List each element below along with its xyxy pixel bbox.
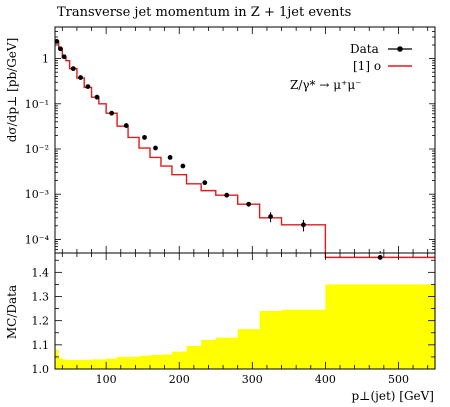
mc-histogram-line xyxy=(55,41,435,259)
ratio-y-tick-label: 1.3 xyxy=(32,291,50,304)
data-points xyxy=(54,39,383,260)
data-point xyxy=(268,214,273,219)
data-point xyxy=(109,110,115,116)
ratio-panel: 1.01.11.21.31.4 100 200 300 400 500 MC/Data … xyxy=(5,252,436,403)
data-point xyxy=(202,180,208,186)
ratio-y-ticks: 1.0 1.1 1.2 1.3 1.4 xyxy=(32,259,435,376)
main-panel: 1 10⁻¹ 10⁻² 10⁻³ 10⁻⁴ dσ/dp⊥ [pb/GeV] xyxy=(5,26,436,260)
ratio-band xyxy=(55,284,435,369)
main-y-label: dσ/dp⊥ [pb/GeV] xyxy=(5,38,19,143)
main-y-ticks: 1 10⁻¹ 10⁻² 10⁻³ 10⁻⁴ xyxy=(25,26,435,254)
main-y-tick-label: 1 xyxy=(42,53,49,66)
main-y-tick-label: 10⁻⁴ xyxy=(25,233,50,246)
mc-histogram xyxy=(55,41,435,259)
data-point xyxy=(123,123,129,128)
legend-annotation: Z/γ* → μ⁺μ⁻ xyxy=(290,78,362,92)
x-tick-label: 200 xyxy=(169,373,190,386)
data-point xyxy=(167,155,173,160)
legend: Data [1] o Z/γ* → μ⁺μ⁻ xyxy=(290,42,412,92)
x-tick-label: 500 xyxy=(388,373,409,386)
data-point xyxy=(61,54,67,60)
main-y-tick-label: 10⁻³ xyxy=(25,188,49,201)
data-point xyxy=(301,222,306,228)
data-point xyxy=(70,66,76,72)
data-point xyxy=(153,145,158,151)
ratio-y-label: MC/Data xyxy=(5,285,19,339)
ratio-x-ticks: 100 200 300 400 500 xyxy=(61,253,429,386)
data-point xyxy=(85,84,91,90)
x-axis-label: p⊥(jet) [GeV] xyxy=(351,389,434,403)
chart-title: Transverse jet momentum in Z + 1jet even… xyxy=(57,5,351,20)
ratio-y-tick-label: 1.1 xyxy=(32,339,50,352)
ratio-y-tick-label: 1.0 xyxy=(32,363,50,376)
legend-entry-data: Data xyxy=(350,42,379,56)
data-point xyxy=(142,135,147,140)
legend-data-marker xyxy=(397,46,403,52)
main-y-tick-label: 10⁻¹ xyxy=(25,98,49,111)
main-x-ticks xyxy=(61,27,429,253)
data-point xyxy=(54,39,60,44)
ratio-y-tick-label: 1.2 xyxy=(32,315,50,328)
ratio-band-area xyxy=(55,284,435,369)
data-point xyxy=(58,46,63,52)
x-tick-label: 100 xyxy=(96,373,117,386)
x-tick-label: 300 xyxy=(242,373,263,386)
data-point xyxy=(377,254,383,260)
legend-entry-mc: [1] o xyxy=(353,59,381,73)
ratio-y-tick-label: 1.4 xyxy=(32,266,50,279)
data-point xyxy=(78,75,83,80)
main-y-tick-label: 10⁻² xyxy=(25,143,49,156)
ratio-frame xyxy=(54,252,436,370)
data-point xyxy=(180,163,186,169)
data-point xyxy=(224,192,230,198)
data-point xyxy=(246,201,252,207)
data-point xyxy=(94,94,100,100)
x-tick-label: 400 xyxy=(315,373,336,386)
